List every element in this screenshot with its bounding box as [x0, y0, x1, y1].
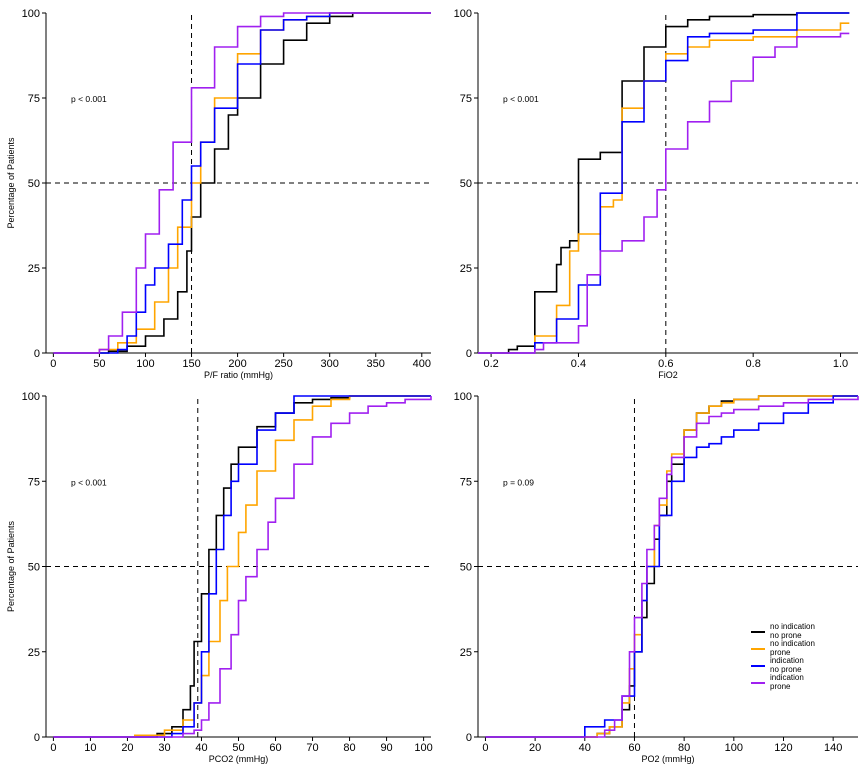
y-tick-label: 100 [22, 391, 40, 403]
x-tick-label: 0.6 [658, 358, 673, 370]
x-tick-label: 0 [482, 742, 488, 754]
p-value-annotation: p < 0.001 [71, 477, 107, 487]
y-tick-label: 0 [34, 348, 40, 360]
x-tick-label: 0.4 [571, 358, 586, 370]
x-tick-label: 300 [321, 358, 339, 370]
x-axis-title: PCO2 (mmHg) [209, 754, 269, 764]
x-tick-label: 100 [414, 742, 432, 754]
x-tick-label: 50 [93, 358, 105, 370]
p-value-annotation: p < 0.001 [503, 94, 539, 104]
y-tick-label: 50 [28, 562, 40, 574]
y-tick-label: 100 [454, 391, 472, 403]
y-tick-label: 25 [460, 263, 472, 275]
legend-label-line1: no indication [770, 639, 815, 648]
y-tick-label: 50 [460, 562, 472, 574]
p-value-annotation: p < 0.001 [71, 94, 107, 104]
y-tick-label: 25 [28, 647, 40, 659]
p-value-annotation: p = 0.09 [503, 477, 534, 487]
legend-label-line2: prone [770, 682, 791, 691]
x-tick-label: 0.2 [483, 358, 498, 370]
y-tick-label: 100 [454, 8, 472, 20]
y-tick-label: 75 [28, 93, 40, 105]
x-tick-label: 90 [380, 742, 392, 754]
x-tick-label: 350 [367, 358, 385, 370]
x-tick-label: 50 [232, 742, 244, 754]
x-tick-label: 60 [269, 742, 281, 754]
x-tick-label: 100 [725, 742, 743, 754]
x-tick-label: 20 [529, 742, 541, 754]
y-tick-label: 25 [460, 647, 472, 659]
x-tick-label: 40 [579, 742, 591, 754]
y-tick-label: 75 [460, 476, 472, 488]
y-tick-label: 75 [460, 93, 472, 105]
x-axis-title: P/F ratio (mmHg) [204, 370, 273, 380]
y-tick-label: 100 [22, 8, 40, 20]
x-tick-label: 1.0 [833, 358, 848, 370]
y-axis-title: Percentage of Patients [6, 137, 16, 229]
panel-3: 0 10 20 30 40 50 60 70 80 90 100 0 25 50 75 100 p < 0.00… [6, 391, 433, 764]
y-tick-label: 50 [460, 178, 472, 190]
x-axis-title: PO2 (mmHg) [641, 754, 694, 764]
x-tick-label: 0.8 [746, 358, 761, 370]
x-tick-label: 40 [195, 742, 207, 754]
x-tick-label: 60 [628, 742, 640, 754]
y-tick-label: 0 [466, 732, 472, 744]
x-tick-label: 140 [824, 742, 842, 754]
x-tick-label: 150 [182, 358, 200, 370]
panel-1: 0 50 100 150 200 250 300 350 400 0 25 50 75 100 p < 0.… [6, 8, 431, 380]
x-tick-label: 120 [774, 742, 792, 754]
x-tick-label: 20 [121, 742, 133, 754]
x-tick-label: 100 [136, 358, 154, 370]
x-tick-label: 200 [228, 358, 246, 370]
y-axis-title: Percentage of Patients [6, 520, 16, 612]
x-axis-title: FiO2 [658, 370, 678, 380]
y-tick-label: 0 [34, 732, 40, 744]
y-tick-label: 25 [28, 263, 40, 275]
x-tick-label: 70 [306, 742, 318, 754]
series-line-2 [478, 23, 849, 353]
x-tick-label: 0 [50, 742, 56, 754]
y-tick-label: 0 [466, 348, 472, 360]
x-tick-label: 80 [343, 742, 355, 754]
y-tick-label: 75 [28, 476, 40, 488]
x-tick-label: 400 [413, 358, 431, 370]
x-tick-label: 0 [50, 358, 56, 370]
x-tick-label: 80 [678, 742, 690, 754]
x-tick-label: 10 [84, 742, 96, 754]
x-tick-label: 30 [158, 742, 170, 754]
legend-label-line1: no indication [770, 622, 815, 631]
x-tick-label: 250 [274, 358, 292, 370]
panel-4: 0 20 40 60 80 100 120 140 0 25 50 75 100 p = 0.09 PO2 … [454, 391, 858, 764]
panel-2: 0.2 0.4 0.6 0.8 1.0 0 25 50 75 100 p < 0.001 FiO2 [454, 8, 858, 380]
legend-label-line1: indication [770, 673, 804, 682]
legend-label-line1: indication [770, 656, 804, 665]
y-tick-label: 50 [28, 178, 40, 190]
